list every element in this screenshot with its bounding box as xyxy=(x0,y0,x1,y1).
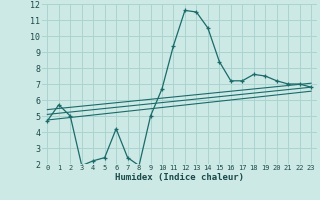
X-axis label: Humidex (Indice chaleur): Humidex (Indice chaleur) xyxy=(115,173,244,182)
